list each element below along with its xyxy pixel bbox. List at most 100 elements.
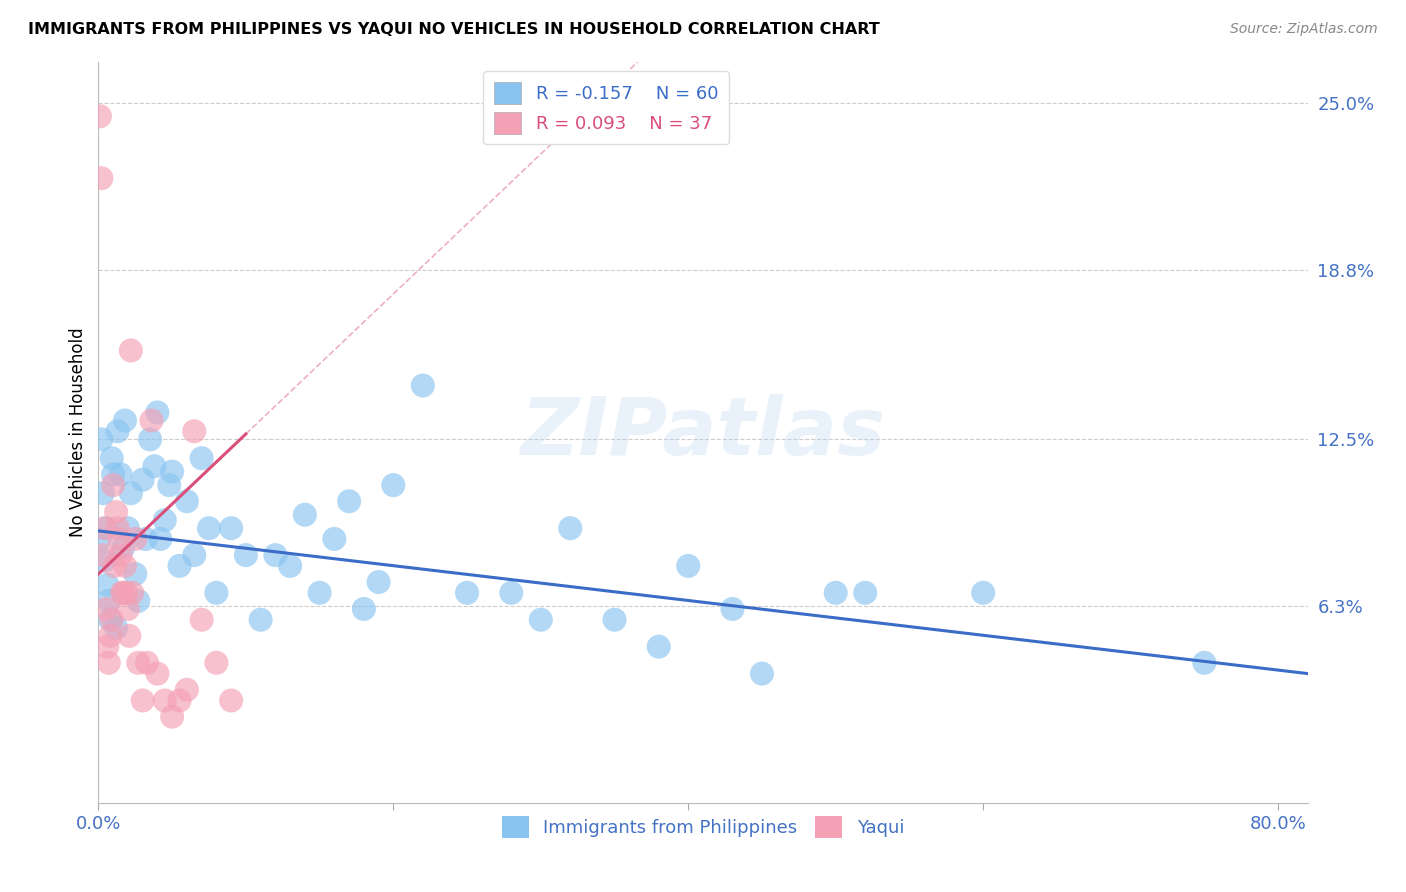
Immigrants from Philippines: [146, 405, 169, 419]
Yaqui: [124, 532, 146, 546]
Yaqui: [90, 171, 112, 186]
Immigrants from Philippines: [278, 558, 301, 573]
Immigrants from Philippines: [112, 540, 135, 554]
Yaqui: [107, 521, 129, 535]
Yaqui: [160, 709, 183, 723]
Yaqui: [118, 629, 141, 643]
Yaqui: [100, 613, 122, 627]
Immigrants from Philippines: [97, 594, 120, 608]
Immigrants from Philippines: [90, 433, 112, 447]
Immigrants from Philippines: [205, 586, 228, 600]
Immigrants from Philippines: [235, 548, 257, 562]
Immigrants from Philippines: [98, 613, 121, 627]
Immigrants from Philippines: [603, 613, 626, 627]
Yaqui: [176, 682, 198, 697]
Immigrants from Philippines: [751, 666, 773, 681]
Yaqui: [169, 693, 191, 707]
Immigrants from Philippines: [1194, 656, 1216, 670]
Immigrants from Philippines: [176, 494, 198, 508]
Yaqui: [127, 656, 149, 670]
Immigrants from Philippines: [105, 621, 128, 635]
Yaqui: [121, 586, 143, 600]
Yaqui: [120, 343, 142, 358]
Yaqui: [108, 532, 131, 546]
Yaqui: [97, 656, 120, 670]
Immigrants from Philippines: [91, 486, 114, 500]
Y-axis label: No Vehicles in Household: No Vehicles in Household: [69, 327, 87, 538]
Immigrants from Philippines: [153, 513, 176, 527]
Immigrants from Philippines: [89, 532, 111, 546]
Yaqui: [141, 413, 163, 427]
Yaqui: [153, 693, 176, 707]
Yaqui: [117, 602, 139, 616]
Yaqui: [91, 548, 114, 562]
Immigrants from Philippines: [198, 521, 221, 535]
Immigrants from Philippines: [264, 548, 287, 562]
Yaqui: [110, 548, 132, 562]
Immigrants from Philippines: [219, 521, 242, 535]
Immigrants from Philippines: [117, 521, 139, 535]
Immigrants from Philippines: [678, 558, 700, 573]
Legend: Immigrants from Philippines, Yaqui: Immigrants from Philippines, Yaqui: [495, 809, 911, 846]
Immigrants from Philippines: [249, 613, 271, 627]
Immigrants from Philippines: [93, 553, 115, 567]
Yaqui: [93, 521, 115, 535]
Immigrants from Philippines: [110, 467, 132, 482]
Immigrants from Philippines: [382, 478, 405, 492]
Yaqui: [105, 505, 128, 519]
Yaqui: [114, 558, 136, 573]
Immigrants from Philippines: [648, 640, 671, 654]
Immigrants from Philippines: [412, 378, 434, 392]
Immigrants from Philippines: [183, 548, 205, 562]
Immigrants from Philippines: [501, 586, 523, 600]
Immigrants from Philippines: [294, 508, 316, 522]
Yaqui: [190, 613, 212, 627]
Immigrants from Philippines: [94, 521, 117, 535]
Text: IMMIGRANTS FROM PHILIPPINES VS YAQUI NO VEHICLES IN HOUSEHOLD CORRELATION CHART: IMMIGRANTS FROM PHILIPPINES VS YAQUI NO …: [28, 22, 880, 37]
Yaqui: [104, 558, 127, 573]
Immigrants from Philippines: [456, 586, 478, 600]
Yaqui: [101, 478, 124, 492]
Yaqui: [98, 629, 121, 643]
Yaqui: [111, 586, 134, 600]
Yaqui: [89, 109, 111, 123]
Immigrants from Philippines: [337, 494, 360, 508]
Yaqui: [115, 586, 138, 600]
Immigrants from Philippines: [124, 566, 146, 581]
Immigrants from Philippines: [323, 532, 346, 546]
Yaqui: [112, 586, 135, 600]
Immigrants from Philippines: [143, 459, 166, 474]
Immigrants from Philippines: [160, 465, 183, 479]
Immigrants from Philippines: [530, 613, 553, 627]
Yaqui: [96, 640, 118, 654]
Yaqui: [205, 656, 228, 670]
Immigrants from Philippines: [169, 558, 191, 573]
Yaqui: [94, 602, 117, 616]
Immigrants from Philippines: [853, 586, 876, 600]
Immigrants from Philippines: [139, 433, 162, 447]
Yaqui: [146, 666, 169, 681]
Text: Source: ZipAtlas.com: Source: ZipAtlas.com: [1230, 22, 1378, 37]
Yaqui: [183, 424, 205, 438]
Immigrants from Philippines: [96, 578, 118, 592]
Immigrants from Philippines: [308, 586, 330, 600]
Yaqui: [136, 656, 159, 670]
Immigrants from Philippines: [367, 575, 389, 590]
Immigrants from Philippines: [149, 532, 172, 546]
Immigrants from Philippines: [560, 521, 582, 535]
Immigrants from Philippines: [721, 602, 744, 616]
Immigrants from Philippines: [131, 473, 153, 487]
Immigrants from Philippines: [120, 486, 142, 500]
Immigrants from Philippines: [100, 451, 122, 466]
Immigrants from Philippines: [135, 532, 157, 546]
Immigrants from Philippines: [353, 602, 375, 616]
Immigrants from Philippines: [114, 413, 136, 427]
Yaqui: [219, 693, 242, 707]
Immigrants from Philippines: [127, 594, 149, 608]
Immigrants from Philippines: [972, 586, 994, 600]
Immigrants from Philippines: [157, 478, 180, 492]
Immigrants from Philippines: [190, 451, 212, 466]
Text: ZIPatlas: ZIPatlas: [520, 393, 886, 472]
Immigrants from Philippines: [101, 467, 124, 482]
Immigrants from Philippines: [824, 586, 846, 600]
